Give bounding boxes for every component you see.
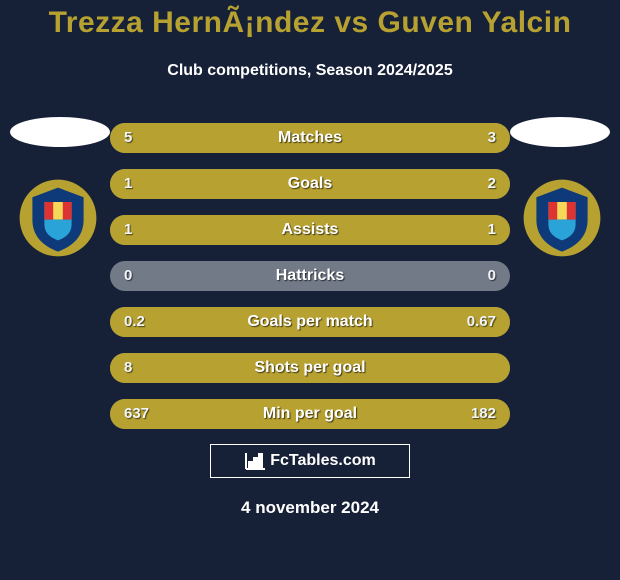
stat-row: 8Shots per goal [110,353,510,383]
brand-box: FcTables.com [210,444,410,478]
stat-row: 0.20.67Goals per match [110,307,510,337]
stat-label: Assists [110,215,510,245]
club-badge-right [522,178,602,258]
stat-label: Goals [110,169,510,199]
shield-icon [522,178,602,258]
stat-row: 11Assists [110,215,510,245]
player-right-ellipse [510,117,610,147]
page-title: Trezza HernÃ¡ndez vs Guven Yalcin [0,6,620,40]
subtitle: Club competitions, Season 2024/2025 [0,62,620,80]
stat-label: Min per goal [110,399,510,429]
date: 4 november 2024 [0,498,620,518]
stat-label: Hattricks [110,261,510,291]
chart-icon [244,452,266,470]
stat-row: 00Hattricks [110,261,510,291]
stat-row: 12Goals [110,169,510,199]
club-badge-left [18,178,98,258]
stat-row: 53Matches [110,123,510,153]
stat-label: Shots per goal [110,353,510,383]
comparison-rows: 53Matches 12Goals 11Assists 00Hattricks 0.20… [110,123,510,445]
shield-icon [18,178,98,258]
stat-label: Goals per match [110,307,510,337]
brand-text: FcTables.com [270,452,376,470]
stat-label: Matches [110,123,510,153]
comparison-infographic: Trezza HernÃ¡ndez vs Guven Yalcin Club c… [0,0,620,580]
player-left-ellipse [10,117,110,147]
stat-row: 637182Min per goal [110,399,510,429]
